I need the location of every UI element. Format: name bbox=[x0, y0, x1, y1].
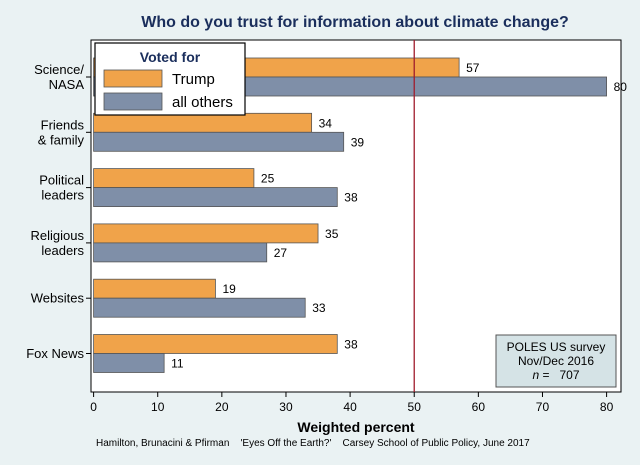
x-tick-label-70: 70 bbox=[536, 400, 550, 414]
x-axis: 0 10 20 30 40 50 60 70 80 bbox=[90, 392, 614, 414]
note-line-2: Nov/Dec 2016 bbox=[518, 354, 594, 368]
footer-credit: Hamilton, Brunacini & Pfirman 'Eyes Off … bbox=[96, 438, 530, 449]
category-label-line: Political bbox=[39, 173, 84, 188]
category-label-line: leaders bbox=[41, 243, 84, 258]
legend-label-all-others: all others bbox=[172, 94, 233, 111]
note-line-3: n = 707 bbox=[532, 368, 579, 382]
legend-title: Voted for bbox=[140, 49, 201, 65]
bar-trump-religious-leaders bbox=[93, 223, 319, 244]
x-tick-label-60: 60 bbox=[472, 400, 486, 414]
bar-all-others-websites bbox=[93, 297, 306, 318]
category-label-political-leaders: Political leaders bbox=[39, 173, 84, 203]
category-label-line: Religious bbox=[31, 228, 85, 243]
x-tick-label-80: 80 bbox=[600, 400, 614, 414]
category-label-line: Fox News bbox=[26, 346, 84, 361]
note-line-1: POLES US survey bbox=[507, 340, 606, 354]
category-label-line: & family bbox=[38, 132, 85, 147]
chart-title: Who do you trust for information about c… bbox=[141, 14, 569, 31]
x-axis-title: Weighted percent bbox=[297, 419, 415, 435]
value-label-trump-friends-family: 34 bbox=[319, 116, 333, 130]
bar-all-others-religious-leaders bbox=[93, 242, 268, 263]
bar-all-others-friends-family bbox=[93, 131, 345, 152]
value-label-all-others-religious-leaders: 27 bbox=[274, 246, 288, 260]
value-label-trump-fox-news: 38 bbox=[344, 338, 358, 352]
bar-trump-friends-family bbox=[93, 112, 313, 133]
bar-all-others-fox-news bbox=[93, 353, 165, 373]
value-label-trump-religious-leaders: 35 bbox=[325, 227, 339, 241]
value-label-trump-science-nasa: 57 bbox=[466, 61, 480, 75]
category-label-line: Science/ bbox=[34, 62, 84, 77]
bar-all-others-political-leaders bbox=[93, 187, 338, 208]
x-tick-label-0: 0 bbox=[90, 400, 97, 414]
category-label-line: leaders bbox=[41, 188, 84, 203]
value-label-all-others-fox-news: 11 bbox=[171, 357, 184, 371]
legend-label-trump: Trump bbox=[172, 71, 215, 88]
note-n-symbol: n bbox=[532, 368, 539, 382]
bar-trump-fox-news bbox=[93, 334, 338, 354]
category-label-fox-news: Fox News bbox=[26, 346, 84, 361]
value-label-all-others-websites: 33 bbox=[312, 301, 326, 315]
x-tick-label-20: 20 bbox=[215, 400, 229, 414]
value-label-trump-websites: 19 bbox=[222, 282, 236, 296]
x-tick-label-10: 10 bbox=[151, 400, 165, 414]
x-tick-label-40: 40 bbox=[343, 400, 357, 414]
note-n-value: = 707 bbox=[539, 368, 580, 382]
legend-swatch-trump bbox=[103, 69, 163, 88]
category-label-line: Websites bbox=[31, 291, 85, 306]
x-tick-label-50: 50 bbox=[408, 400, 422, 414]
category-label-friends-family: Friends & family bbox=[38, 117, 85, 147]
x-tick-label-30: 30 bbox=[279, 400, 293, 414]
legend: Voted for Trump all others bbox=[94, 42, 246, 116]
note-box bbox=[495, 334, 617, 388]
survey-note: POLES US survey Nov/Dec 2016 n = 707 bbox=[495, 334, 617, 388]
category-label-line: Friends bbox=[41, 117, 85, 132]
value-label-trump-political-leaders: 25 bbox=[261, 172, 275, 186]
category-label-line: NASA bbox=[49, 77, 85, 92]
bar-trump-websites bbox=[93, 278, 216, 299]
value-labels: 57 80 34 39 25 38 35 27 19 33 38 11 bbox=[171, 61, 627, 371]
category-label-science-nasa: Science/NASA bbox=[34, 62, 84, 92]
value-label-all-others-science-nasa: 80 bbox=[614, 80, 628, 94]
bar-trump-political-leaders bbox=[93, 168, 255, 189]
legend-swatch-all-others bbox=[103, 92, 163, 111]
value-label-all-others-friends-family: 39 bbox=[351, 135, 365, 149]
value-label-all-others-political-leaders: 38 bbox=[344, 191, 358, 205]
category-label-websites: Websites bbox=[31, 291, 85, 306]
category-label-religious-leaders: Religious leaders bbox=[31, 228, 85, 258]
